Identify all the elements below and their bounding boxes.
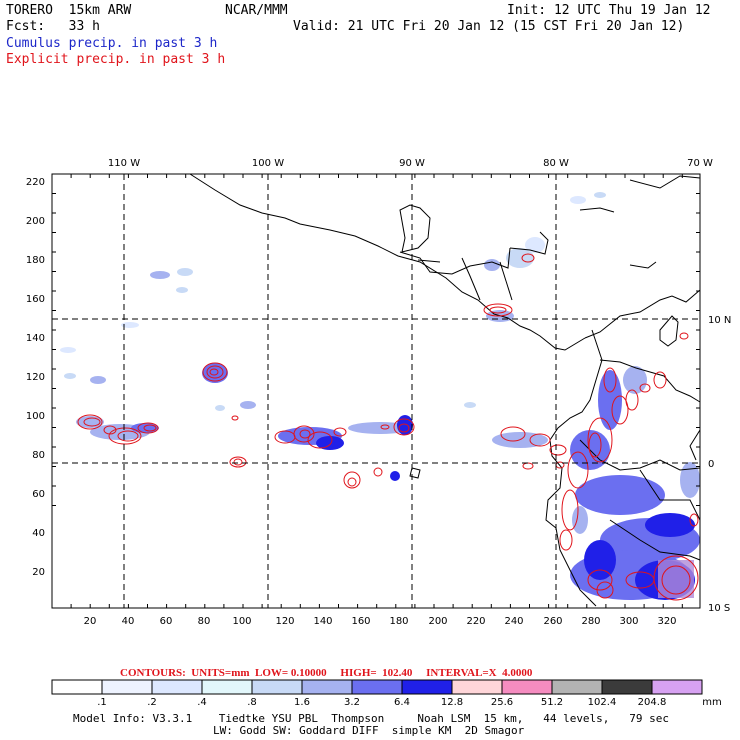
x-label: 40 bbox=[122, 616, 135, 627]
y-label: 160 bbox=[26, 294, 45, 305]
colorbar-tick-label: .2 bbox=[147, 697, 157, 708]
y-label: 60 bbox=[32, 489, 45, 500]
x-label: 300 bbox=[619, 616, 638, 627]
left-y-labels: 220 200 180 160 140 120 100 80 60 40 20 bbox=[26, 177, 45, 578]
colorbar-tick-label: 3.2 bbox=[344, 697, 360, 708]
lat-label: 10 N bbox=[708, 315, 731, 326]
y-label: 140 bbox=[26, 333, 45, 344]
lon-label: 90 W bbox=[399, 158, 425, 169]
y-label: 100 bbox=[26, 411, 45, 422]
cumulus-legend: Cumulus precip. in past 3 h bbox=[6, 36, 218, 51]
y-label: 180 bbox=[26, 255, 45, 266]
lat-label: 10 S bbox=[708, 603, 730, 614]
colorbar-swatch bbox=[651, 679, 703, 695]
center-name: NCAR/MMM bbox=[225, 3, 288, 18]
model-info-line1: Model Info: V3.3.1 Tiedtke YSU PBL Thomp… bbox=[73, 712, 670, 725]
x-label: 60 bbox=[160, 616, 173, 627]
colorbar-tick-label: 25.6 bbox=[490, 697, 514, 708]
x-label: 160 bbox=[351, 616, 370, 627]
colorbar-tick-label: 204.8 bbox=[637, 697, 667, 708]
valid-time: Valid: 21 UTC Fri 20 Jan 12 (15 CST Fri … bbox=[293, 19, 685, 34]
x-label: 80 bbox=[198, 616, 211, 627]
y-label: 80 bbox=[32, 450, 45, 461]
colorbar-units: mm bbox=[702, 697, 722, 708]
init-time: Init: 12 UTC Thu 19 Jan 12 bbox=[507, 3, 711, 18]
x-label: 320 bbox=[657, 616, 676, 627]
y-label: 40 bbox=[32, 528, 45, 539]
colorbar-swatch bbox=[501, 679, 553, 695]
colorbar-swatch bbox=[451, 679, 503, 695]
explicit-legend: Explicit precip. in past 3 h bbox=[6, 52, 226, 67]
lon-label: 80 W bbox=[543, 158, 569, 169]
colorbar-swatch bbox=[301, 679, 353, 695]
model-info-line2: LW: Godd SW: Goddard DIFF simple KM 2D S… bbox=[213, 724, 525, 737]
colorbar-swatch bbox=[401, 679, 453, 695]
colorbar-swatch bbox=[101, 679, 153, 695]
right-lat-labels: 10 N 0 10 S bbox=[708, 315, 731, 614]
colorbar-swatch bbox=[551, 679, 603, 695]
colorbar-swatch bbox=[601, 679, 653, 695]
x-label: 20 bbox=[84, 616, 97, 627]
colorbar-tick-label: 51.2 bbox=[540, 697, 564, 708]
y-label: 120 bbox=[26, 372, 45, 383]
y-label: 20 bbox=[32, 567, 45, 578]
colorbar-swatch bbox=[251, 679, 303, 695]
axis-ticks bbox=[51, 173, 700, 608]
colorbar-tick-label: .4 bbox=[197, 697, 207, 708]
x-label: 200 bbox=[428, 616, 447, 627]
lon-label: 100 W bbox=[252, 158, 284, 169]
colorbar-tick-label: 6.4 bbox=[394, 697, 410, 708]
x-label: 140 bbox=[313, 616, 332, 627]
x-label: 280 bbox=[581, 616, 600, 627]
bottom-x-labels: 20 40 60 80 100 120 140 160 180 200 220 … bbox=[84, 616, 677, 627]
colorbar-tick-label: 12.8 bbox=[440, 697, 464, 708]
x-label: 220 bbox=[466, 616, 485, 627]
contour-info: CONTOURS: UNITS=mm LOW= 0.10000 HIGH= 10… bbox=[120, 667, 533, 679]
colorbar-swatch bbox=[51, 679, 103, 695]
colorbar-swatch bbox=[151, 679, 203, 695]
lon-label: 110 W bbox=[108, 158, 140, 169]
x-label: 120 bbox=[275, 616, 294, 627]
model-name: TORERO 15km ARW bbox=[6, 3, 132, 18]
latlon-grid bbox=[52, 174, 700, 608]
colorbar-tick-label: 102.4 bbox=[587, 697, 617, 708]
x-label: 100 bbox=[232, 616, 251, 627]
cumulus-shading bbox=[60, 192, 700, 600]
colorbar-tick-label: 1.6 bbox=[294, 697, 310, 708]
lon-label: 70 W bbox=[687, 158, 713, 169]
top-lon-labels: 110 W 100 W 90 W 80 W 70 W bbox=[108, 158, 713, 169]
forecast-hour: Fcst: 33 h bbox=[6, 19, 100, 34]
x-label: 260 bbox=[543, 616, 562, 627]
colorbar-tick-label: .1 bbox=[97, 697, 107, 708]
colorbar-swatch bbox=[351, 679, 403, 695]
x-label: 180 bbox=[389, 616, 408, 627]
map-frame bbox=[51, 173, 701, 609]
colorbar-swatch bbox=[201, 679, 253, 695]
colorbar-tick-label: .8 bbox=[247, 697, 257, 708]
colorbar bbox=[51, 679, 703, 695]
lat-label: 0 bbox=[708, 459, 714, 470]
x-label: 240 bbox=[504, 616, 523, 627]
explicit-contours bbox=[77, 253, 699, 601]
y-label: 220 bbox=[26, 177, 45, 188]
y-label: 200 bbox=[26, 216, 45, 227]
